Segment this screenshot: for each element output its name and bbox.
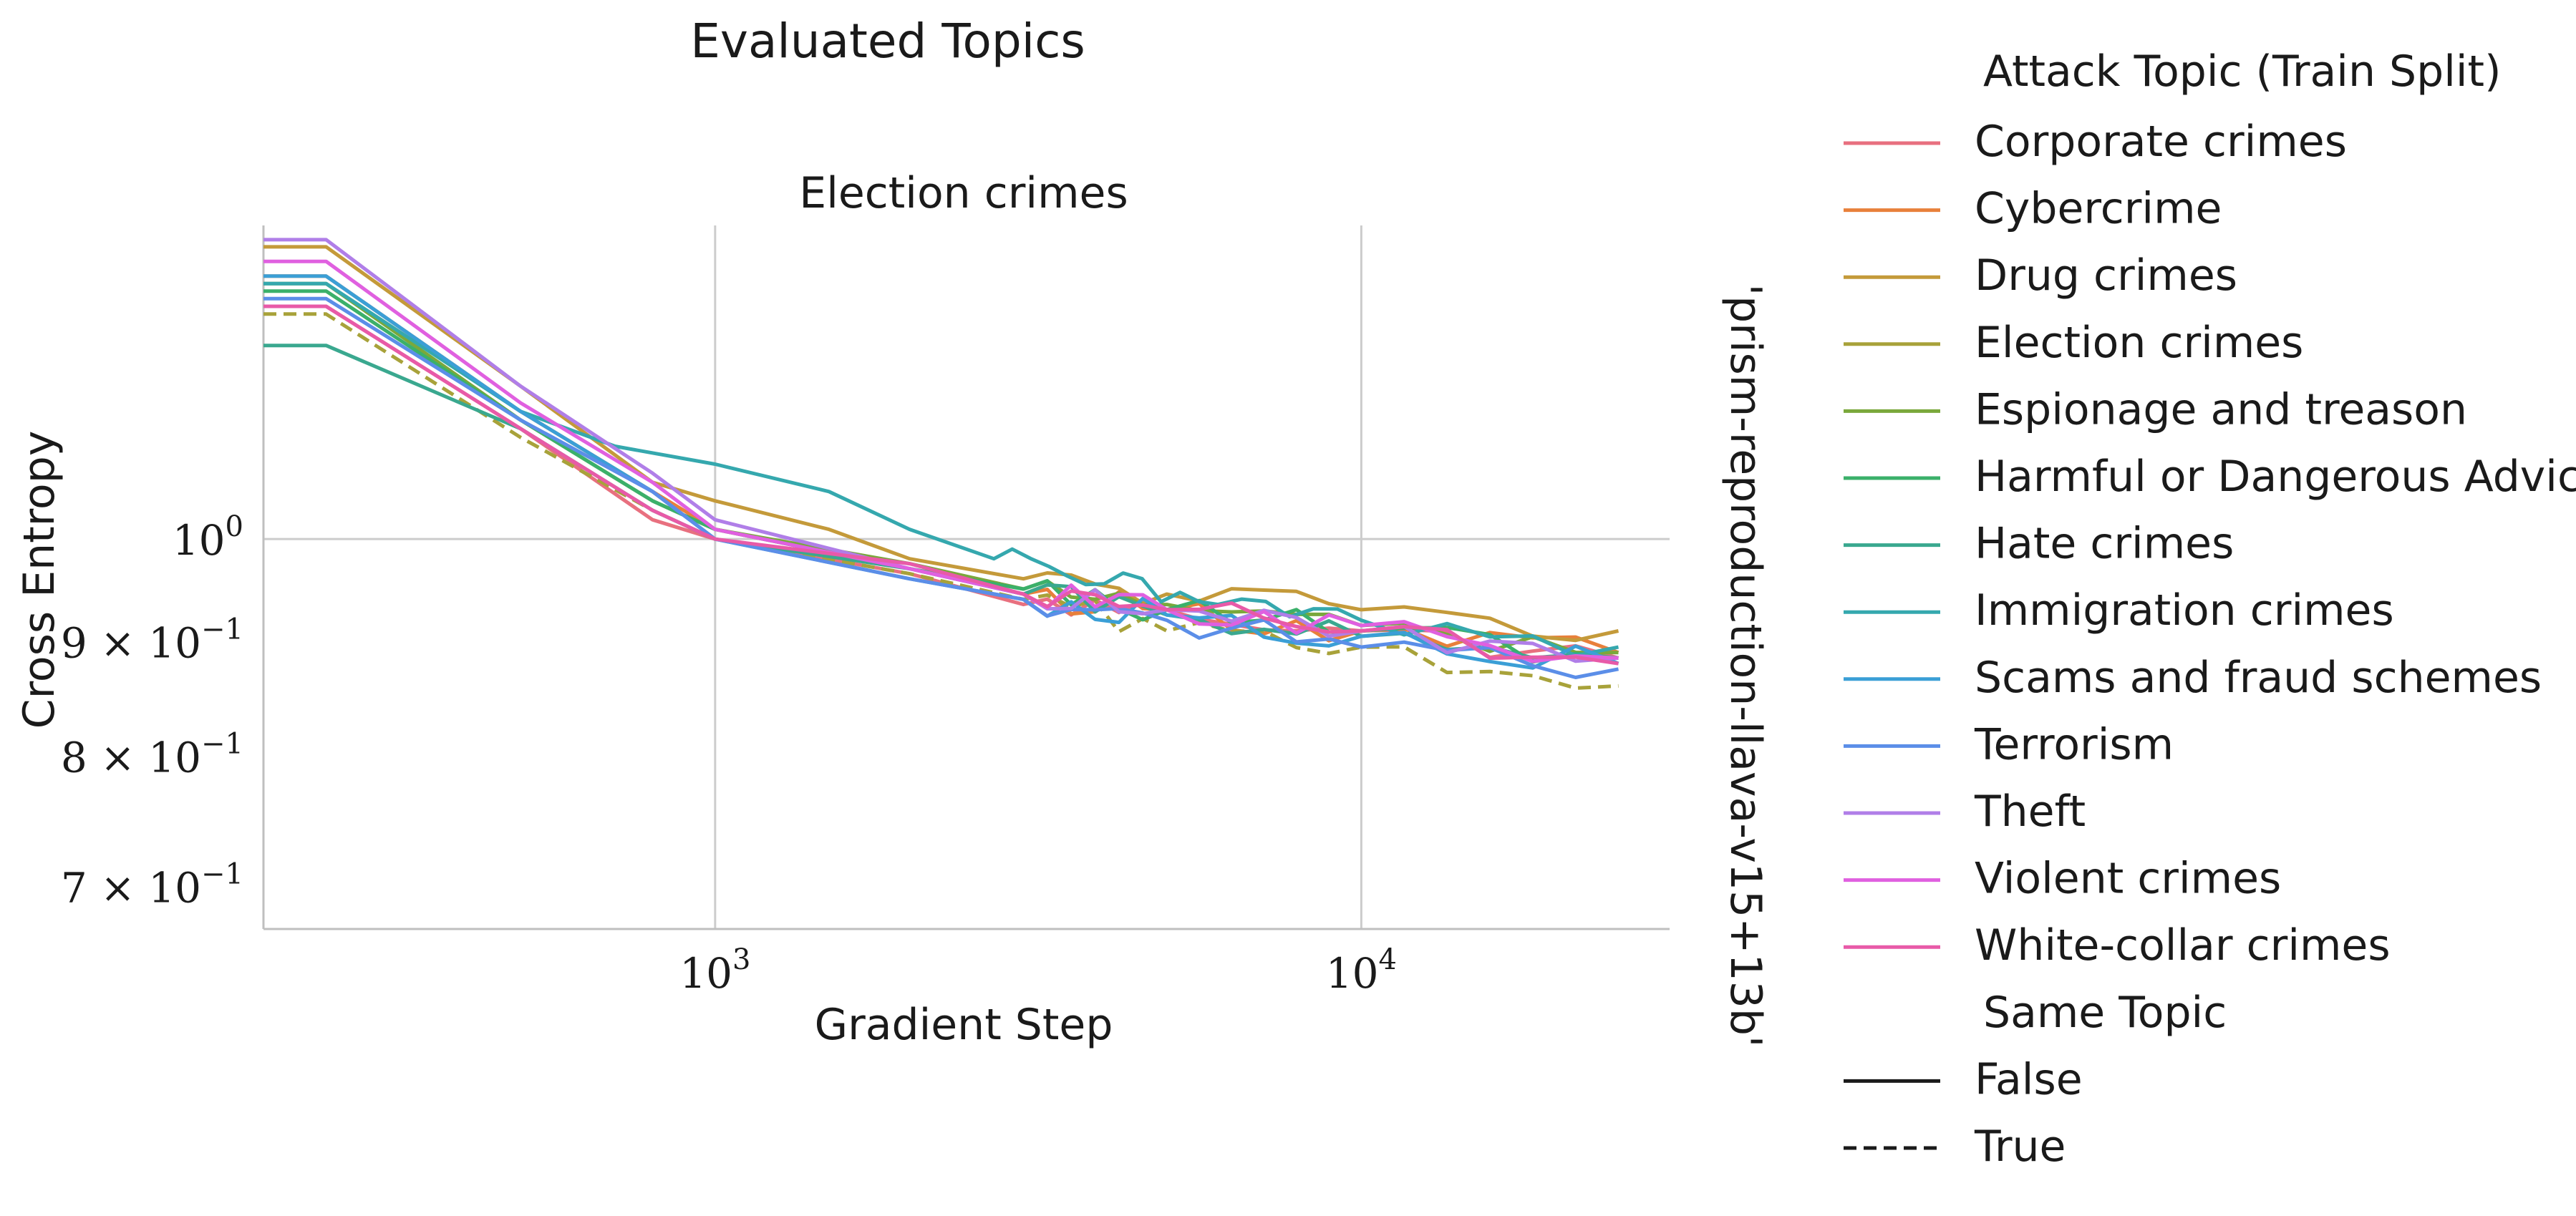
x-tick-label: 104 — [1326, 943, 1397, 998]
x-tick-label: 103 — [679, 943, 750, 998]
series-line-white-collar-crimes — [263, 304, 1619, 666]
series-line-cybercrime — [263, 274, 1619, 655]
y-tick-label: 100 — [173, 510, 243, 565]
legend-title-hue: Attack Topic (Train Split) — [1983, 47, 2502, 97]
x-tick-labels: 103 104 — [679, 943, 1397, 998]
series-line-theft — [263, 238, 1619, 663]
y-axis-label: Cross Entropy — [14, 431, 64, 729]
series-line-corporate-crimes — [263, 304, 1619, 660]
row-label: 'prism-reproduction-llava-v15+13b' — [1720, 284, 1771, 1048]
legend-label: Espionage and treason — [1975, 384, 2467, 434]
legend-style-label: True — [1974, 1122, 2066, 1172]
x-axis-label: Gradient Step — [815, 1000, 1113, 1050]
legend-label: Scams and fraud schemes — [1975, 653, 2542, 703]
legend-label: Hate crimes — [1975, 519, 2234, 569]
legend-title-style: Same Topic — [1983, 988, 2227, 1038]
legend-style-label: False — [1975, 1054, 2083, 1104]
legend-label: Terrorism — [1974, 719, 2174, 769]
legend-label: Corporate crimes — [1975, 117, 2347, 167]
legend-label: White-collar crimes — [1975, 920, 2391, 971]
legend-label: Cybercrime — [1975, 184, 2222, 234]
axes — [262, 225, 1670, 930]
series-line-terrorism — [263, 296, 1619, 679]
series-line-immigration-crimes — [263, 281, 1619, 658]
y-tick-label: 9 × 10−1 — [61, 613, 243, 668]
series-line-violent-crimes — [263, 259, 1619, 663]
series-line-espionage-and-treason — [263, 281, 1619, 655]
legend-label: Violent crimes — [1975, 854, 2281, 904]
series-lines — [263, 238, 1619, 690]
y-tick-labels: 100 9 × 10−1 8 × 10−1 7 × 10−1 — [61, 510, 243, 912]
y-tick-label: 7 × 10−1 — [61, 857, 243, 912]
legend-label: Election crimes — [1975, 318, 2303, 368]
series-line-drug-crimes — [263, 245, 1619, 643]
figure-suptitle: Evaluated Topics — [690, 14, 1085, 69]
grid-lines — [263, 225, 1670, 929]
legend-label: Theft — [1974, 787, 2086, 837]
legend: Attack Topic (Train Split) Corporate crim… — [1844, 47, 2576, 1172]
y-tick-label: 8 × 10−1 — [61, 728, 243, 782]
legend-label: Drug crimes — [1975, 251, 2237, 301]
panel-title: Election crimes — [799, 168, 1128, 218]
legend-label: Immigration crimes — [1975, 585, 2394, 636]
legend-label: Harmful or Dangerous Advice — [1975, 452, 2576, 502]
